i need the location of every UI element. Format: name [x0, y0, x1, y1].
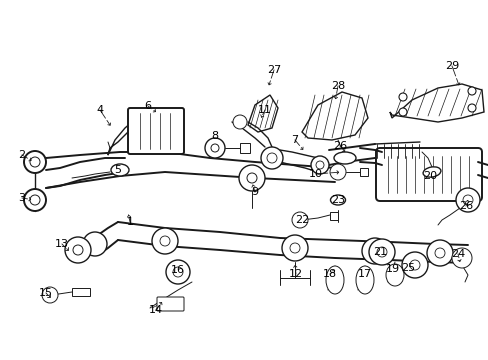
- Text: 1: 1: [126, 217, 133, 227]
- Circle shape: [315, 161, 324, 169]
- FancyBboxPatch shape: [375, 148, 481, 201]
- FancyBboxPatch shape: [128, 108, 183, 154]
- Circle shape: [376, 247, 386, 257]
- Circle shape: [42, 287, 58, 303]
- Text: 28: 28: [330, 81, 345, 91]
- Text: 19: 19: [385, 264, 399, 274]
- Bar: [359, 168, 367, 176]
- Ellipse shape: [385, 264, 403, 286]
- Circle shape: [462, 195, 472, 205]
- Circle shape: [426, 240, 452, 266]
- Text: 12: 12: [288, 269, 303, 279]
- Text: 9: 9: [251, 187, 258, 197]
- Circle shape: [73, 245, 83, 255]
- Text: 17: 17: [357, 269, 371, 279]
- Polygon shape: [108, 122, 132, 155]
- Polygon shape: [302, 92, 367, 140]
- Ellipse shape: [330, 195, 345, 205]
- Circle shape: [282, 235, 307, 261]
- Text: 15: 15: [39, 288, 53, 298]
- Text: 10: 10: [308, 169, 323, 179]
- Circle shape: [152, 228, 178, 254]
- Bar: [72, 288, 90, 296]
- Text: 3: 3: [19, 193, 25, 203]
- Text: 21: 21: [372, 247, 386, 257]
- Circle shape: [30, 195, 40, 205]
- Text: 26: 26: [458, 201, 472, 211]
- Text: 11: 11: [258, 105, 271, 115]
- Polygon shape: [389, 84, 483, 122]
- Text: 6: 6: [144, 101, 151, 111]
- Text: 16: 16: [171, 265, 184, 275]
- Text: 13: 13: [55, 239, 69, 249]
- Circle shape: [165, 260, 190, 284]
- Text: 4: 4: [96, 105, 103, 115]
- Circle shape: [467, 87, 475, 95]
- Text: 8: 8: [211, 131, 218, 141]
- Circle shape: [246, 173, 257, 183]
- Ellipse shape: [111, 164, 129, 176]
- Circle shape: [232, 115, 246, 129]
- Text: 20: 20: [422, 171, 436, 181]
- Circle shape: [369, 246, 379, 256]
- Circle shape: [398, 108, 406, 116]
- Circle shape: [204, 138, 224, 158]
- Circle shape: [83, 232, 107, 256]
- Circle shape: [455, 188, 479, 212]
- Circle shape: [401, 252, 427, 278]
- Circle shape: [409, 260, 419, 270]
- Circle shape: [266, 153, 276, 163]
- Bar: [329, 212, 337, 220]
- Text: 24: 24: [450, 249, 464, 259]
- Text: 27: 27: [266, 65, 281, 75]
- Bar: [240, 143, 249, 153]
- Circle shape: [467, 104, 475, 112]
- Text: 18: 18: [322, 269, 336, 279]
- Ellipse shape: [333, 152, 355, 164]
- Circle shape: [398, 93, 406, 101]
- Text: 22: 22: [294, 215, 308, 225]
- Circle shape: [24, 189, 46, 211]
- Text: 26: 26: [332, 141, 346, 151]
- Text: 2: 2: [19, 150, 25, 160]
- Circle shape: [361, 238, 387, 264]
- Ellipse shape: [422, 167, 440, 177]
- Circle shape: [65, 237, 91, 263]
- Text: 23: 23: [330, 195, 345, 205]
- Ellipse shape: [355, 266, 373, 294]
- Circle shape: [310, 156, 328, 174]
- Ellipse shape: [325, 266, 343, 294]
- Text: 14: 14: [149, 305, 163, 315]
- Circle shape: [368, 239, 394, 265]
- Circle shape: [160, 236, 170, 246]
- Circle shape: [24, 151, 46, 173]
- Text: 7: 7: [291, 135, 298, 145]
- Circle shape: [434, 248, 444, 258]
- Text: 25: 25: [400, 263, 414, 273]
- Circle shape: [289, 243, 299, 253]
- Circle shape: [173, 267, 183, 277]
- Circle shape: [261, 147, 283, 169]
- FancyBboxPatch shape: [157, 297, 183, 311]
- Circle shape: [239, 165, 264, 191]
- Polygon shape: [247, 95, 278, 132]
- Circle shape: [30, 157, 40, 167]
- Circle shape: [451, 248, 471, 268]
- Text: 5: 5: [114, 165, 121, 175]
- Circle shape: [291, 212, 307, 228]
- Circle shape: [210, 144, 219, 152]
- Circle shape: [329, 164, 346, 180]
- Text: 29: 29: [444, 61, 458, 71]
